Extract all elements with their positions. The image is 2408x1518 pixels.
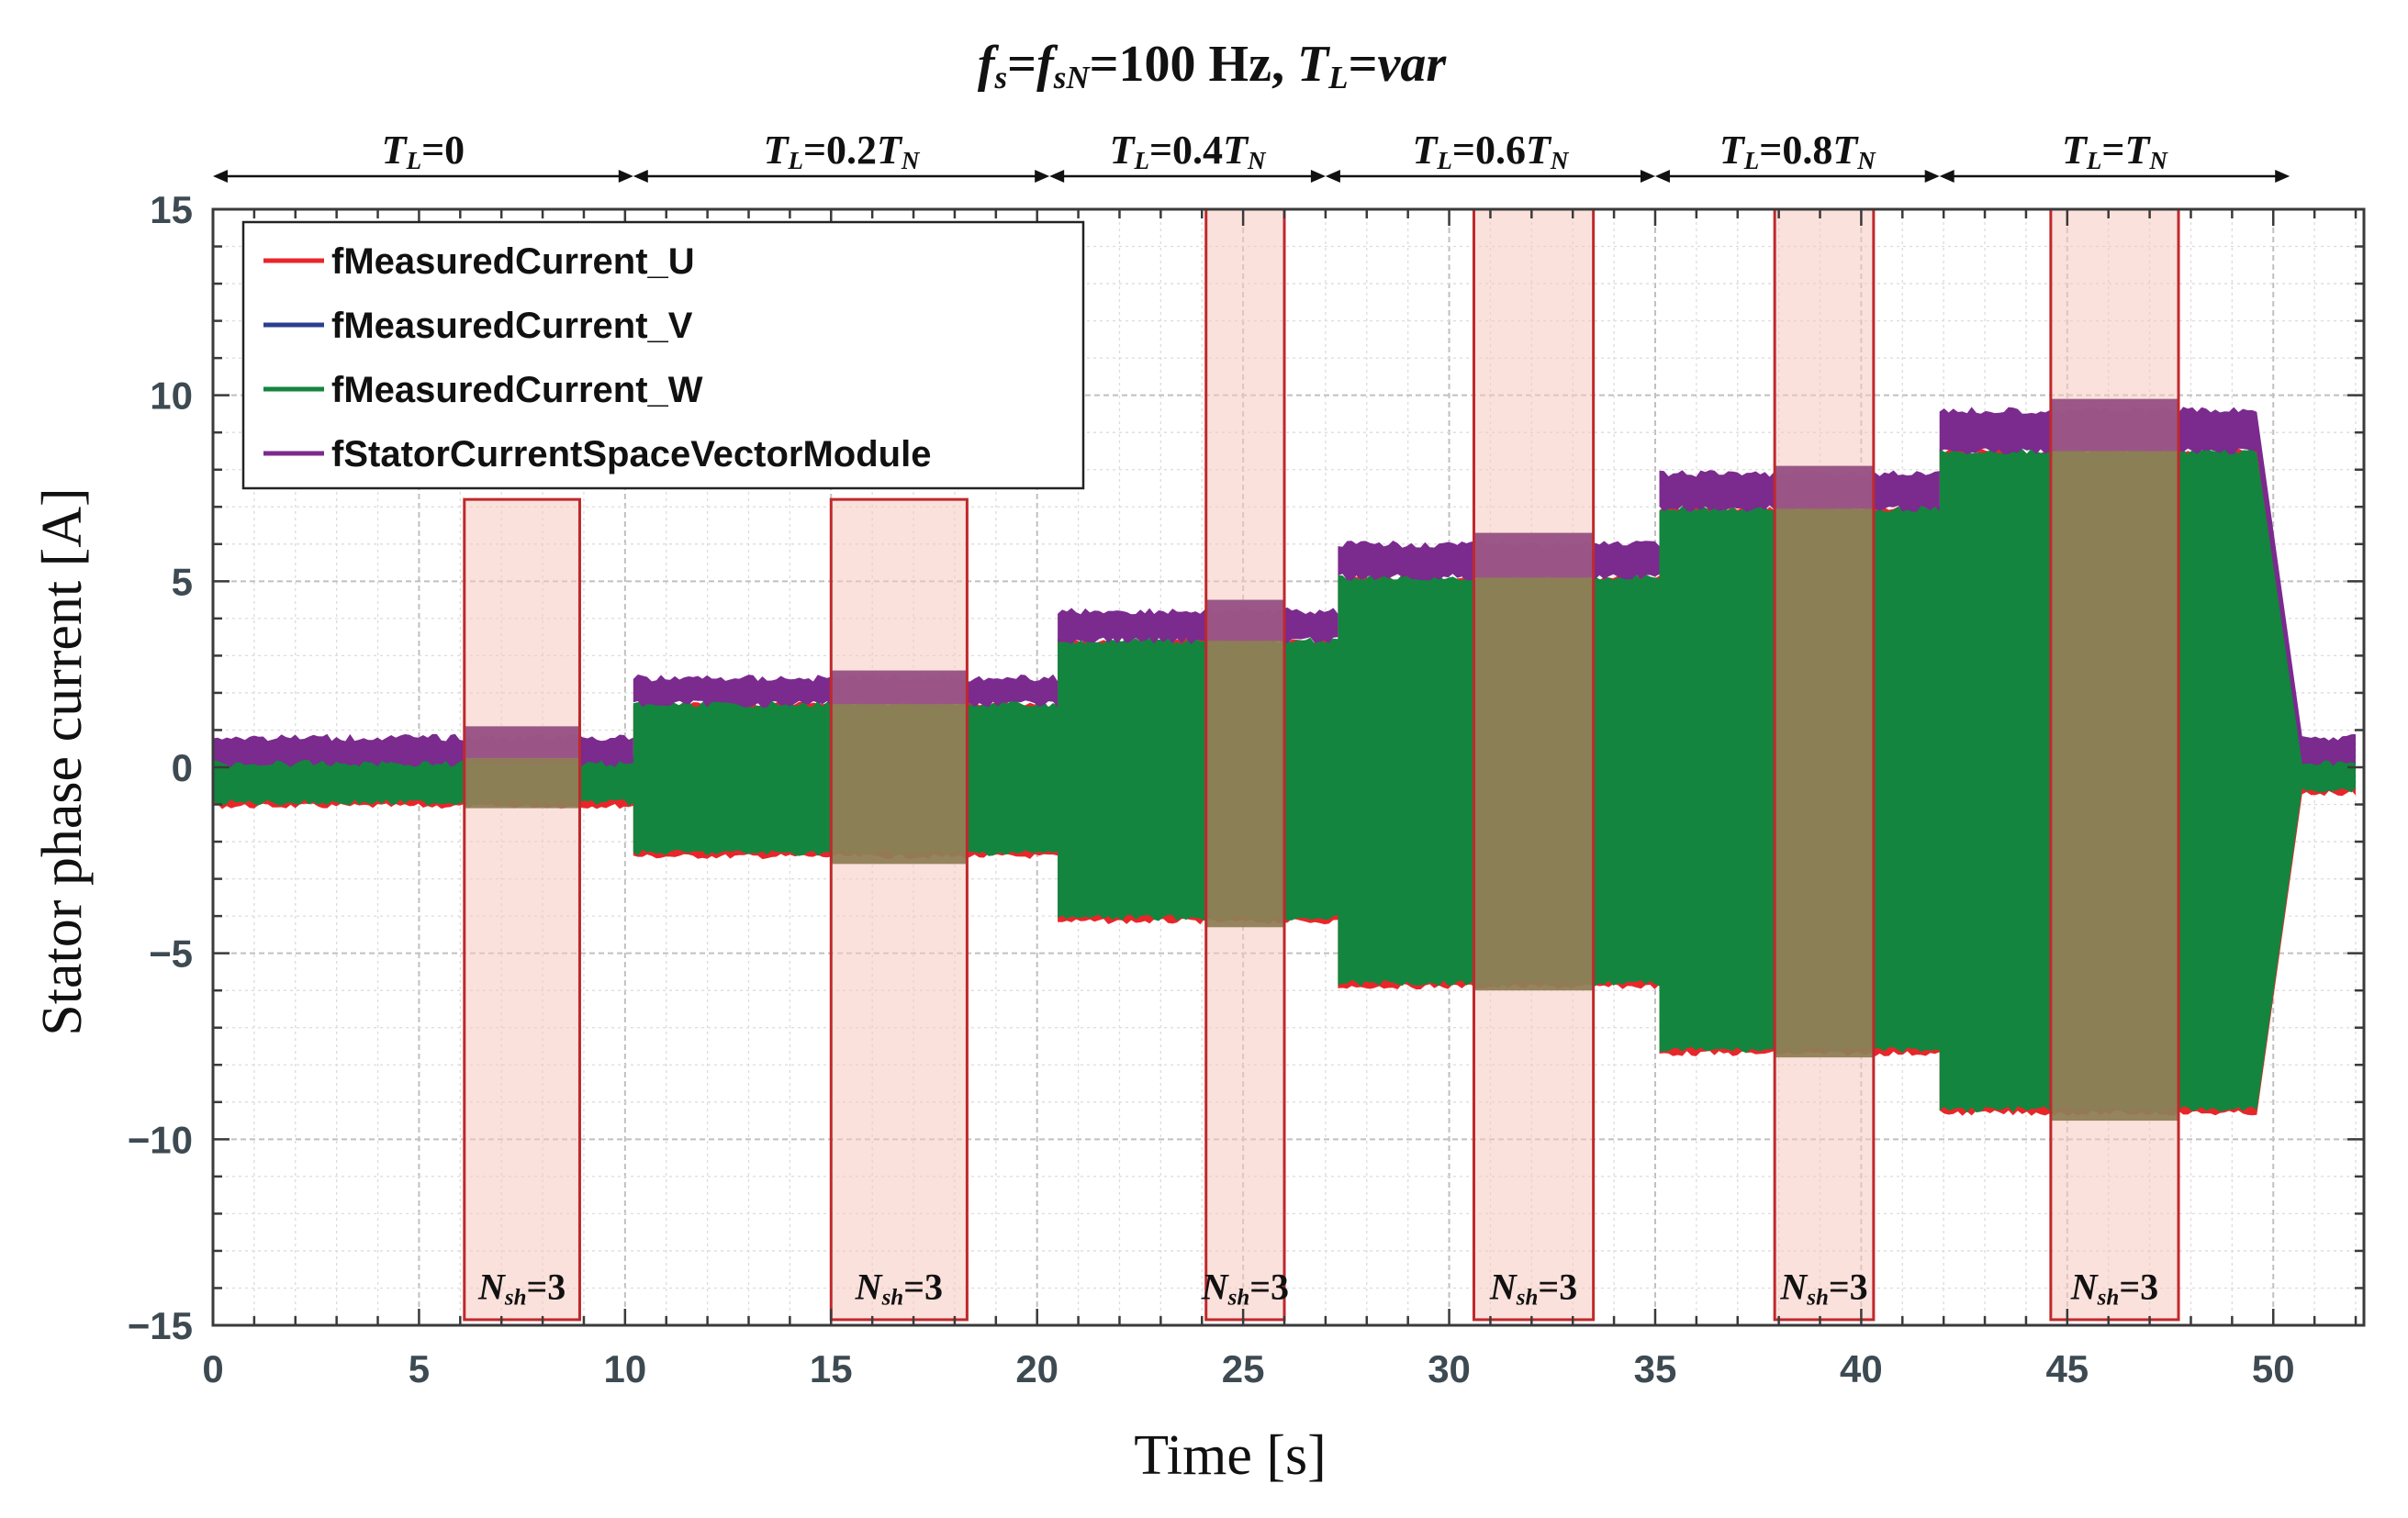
highlight-band-top-2 [831, 670, 968, 705]
window-label-1: Nsh=3 [477, 1266, 566, 1310]
interval-label-4: TL=0.6TN [1413, 128, 1570, 174]
interval-arrowhead-right-2 [1035, 170, 1050, 183]
highlight-band-6 [2050, 398, 2179, 1122]
chart-title-group: fs=fsN=100 Hz, TL=var [978, 36, 1447, 95]
highlight-window-border-1 [463, 497, 581, 1322]
legend: fMeasuredCurrent_U fMeasuredCurrent_V fMea… [241, 220, 1085, 490]
highlight-band-4 [1473, 532, 1594, 991]
load-interval-annotations: TL=0 TL=0.2TN TL=0.4TN TL=0.6TN TL=0.8TN TL=T… [213, 128, 2290, 183]
x-tick-label: 40 [1840, 1347, 1883, 1390]
interval-label-2: TL=0.2TN [764, 128, 921, 174]
highlight-band-top-4 [1473, 532, 1594, 578]
interval-arrowhead-left-5 [1654, 170, 1670, 183]
x-tick-label: 30 [1428, 1347, 1471, 1390]
y-tick-label: −5 [149, 932, 193, 976]
x-tick-label: 15 [810, 1347, 853, 1390]
highlight-band-top-6 [2050, 398, 2179, 452]
axes: 0 5 10 15 20 25 30 35 40 45 50 −15 −10 −5 0 5 10 15 [128, 188, 2366, 1390]
interval-arrowhead-right-1 [618, 170, 633, 183]
interval-label-6: TL=TN [2062, 128, 2168, 174]
x-tick-label: 25 [1222, 1347, 1265, 1390]
y-tick-label: −10 [128, 1118, 193, 1161]
window-label-6: Nsh=3 [2070, 1266, 2158, 1310]
y-axis-label: Stator phase current [A] [31, 487, 94, 1035]
window-label-3: Nsh=3 [1201, 1266, 1289, 1310]
interval-arrowhead-left-6 [1939, 170, 1954, 183]
chart-title: fs=fsN=100 Hz, TL=var [978, 36, 1447, 95]
interval-arrowhead-right-4 [1640, 170, 1655, 183]
interval-label-5: TL=0.8TN [1719, 128, 1876, 174]
window-label-4: Nsh=3 [1489, 1266, 1577, 1310]
x-tick-label: 50 [2252, 1347, 2295, 1390]
interval-arrowhead-right-6 [2275, 170, 2290, 183]
interval-arrowhead-left-4 [1325, 170, 1340, 183]
x-tick-label: 45 [2045, 1347, 2089, 1390]
x-tick-label: 5 [409, 1347, 430, 1390]
interval-arrowhead-left-1 [213, 170, 228, 183]
legend-label-1: fMeasuredCurrent_U [331, 241, 695, 282]
window-label-5: Nsh=3 [1779, 1266, 1867, 1310]
highlight-band-top-5 [1775, 465, 1874, 509]
y-tick-label: 0 [172, 746, 193, 789]
highlight-window-2 [831, 499, 968, 1320]
highlight-window-border-2 [829, 497, 969, 1322]
window-label-2: Nsh=3 [855, 1266, 943, 1310]
legend-box [241, 220, 1085, 490]
y-tick-label: −15 [128, 1304, 193, 1347]
legend-label-3: fMeasuredCurrent_W [331, 370, 703, 410]
x-tick-label: 35 [1634, 1347, 1677, 1390]
legend-label-2: fMeasuredCurrent_V [331, 306, 693, 346]
y-tick-label: 10 [150, 374, 193, 418]
interval-arrowhead-right-5 [1924, 170, 1940, 183]
interval-label-1: TL=0 [382, 128, 465, 174]
interval-arrowhead-left-3 [1049, 170, 1065, 183]
highlight-band-5 [1775, 465, 1874, 1058]
highlight-band-3 [1205, 599, 1285, 928]
highlight-window-1 [464, 499, 580, 1320]
legend-label-4: fStatorCurrentSpaceVectorModule [331, 434, 931, 474]
interval-arrowhead-right-3 [1310, 170, 1326, 183]
y-tick-label: 5 [172, 560, 193, 603]
interval-label-3: TL=0.4TN [1110, 128, 1267, 174]
y-tick-label: 15 [150, 188, 193, 231]
highlight-windows: Nsh=3 Nsh=3 Nsh=3 Nsh=3 Nsh=3 Nsh=3 [463, 207, 2180, 1322]
highlight-band-top-3 [1205, 599, 1285, 642]
x-tick-label: 10 [603, 1347, 646, 1390]
x-tick-label: 0 [202, 1347, 223, 1390]
highlight-band-top-1 [464, 726, 580, 758]
interval-arrowhead-left-2 [633, 170, 648, 183]
x-tick-label: 20 [1015, 1347, 1058, 1390]
x-axis-label: Time [s] [1134, 1424, 1327, 1487]
